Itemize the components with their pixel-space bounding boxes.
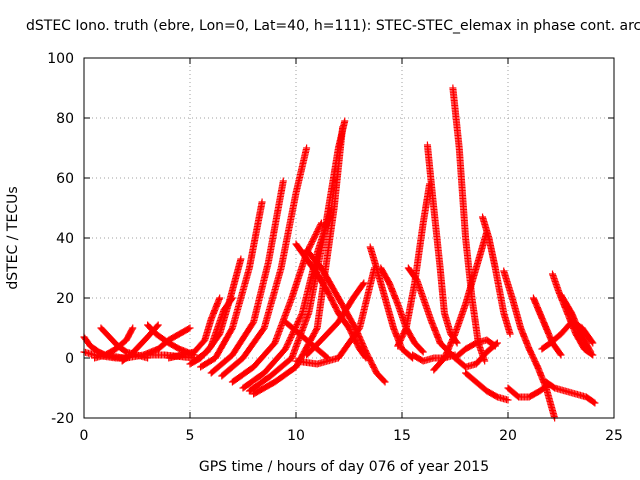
y-tick-label: 0 xyxy=(65,351,74,367)
tick-marks xyxy=(83,57,615,419)
x-tick-label: 0 xyxy=(80,428,89,444)
x-tick-labels: 0 5 10 15 20 25 xyxy=(80,428,623,444)
series-16-markers xyxy=(245,117,349,395)
series-3-markers xyxy=(91,324,137,362)
x-tick-label: 25 xyxy=(605,428,623,444)
x-tick-label: 5 xyxy=(186,428,195,444)
series-21-markers xyxy=(292,264,378,368)
series-41-markers xyxy=(557,291,595,356)
y-axis-label: dSTEC / TECUs xyxy=(5,186,21,289)
series-34-markers xyxy=(462,369,512,404)
y-tick-labels: -20 0 20 40 60 80 100 xyxy=(47,51,74,427)
y-tick-label: -20 xyxy=(51,411,74,427)
y-tick-label: 80 xyxy=(56,111,74,127)
chart-title: dSTEC Iono. truth (ebre, Lon=0, Lat=40, … xyxy=(26,18,640,34)
chart-series xyxy=(80,84,599,422)
series-19-markers xyxy=(303,246,389,386)
series-32-markers xyxy=(436,339,501,371)
x-axis-label: GPS time / hours of day 076 of year 2015 xyxy=(199,459,489,475)
series-10-markers xyxy=(190,255,245,365)
series-27-markers xyxy=(423,141,461,347)
y-tick-label: 20 xyxy=(56,291,74,307)
series-30-markers xyxy=(430,228,491,374)
series-23-markers xyxy=(366,243,417,362)
x-tick-label: 10 xyxy=(287,428,305,444)
series-26-markers xyxy=(404,264,444,347)
series-36-markers xyxy=(504,381,552,401)
series-11-markers xyxy=(197,198,266,371)
series-25-markers xyxy=(394,180,434,350)
y-tick-label: 100 xyxy=(47,51,74,67)
series-8-markers xyxy=(165,294,224,362)
series-17-markers xyxy=(250,123,347,398)
series-13-markers xyxy=(218,144,311,380)
y-tick-label: 40 xyxy=(56,231,74,247)
series-31-markers xyxy=(479,213,514,338)
x-tick-label: 20 xyxy=(499,428,517,444)
series-22-markers xyxy=(303,279,368,359)
x-tick-label: 15 xyxy=(393,428,411,444)
series-29-markers xyxy=(449,84,489,365)
series-12-markers xyxy=(207,177,287,377)
y-tick-label: 60 xyxy=(56,171,74,187)
series-40-markers xyxy=(542,378,599,407)
series-37-markers xyxy=(529,294,565,359)
series-33-markers xyxy=(451,336,499,362)
